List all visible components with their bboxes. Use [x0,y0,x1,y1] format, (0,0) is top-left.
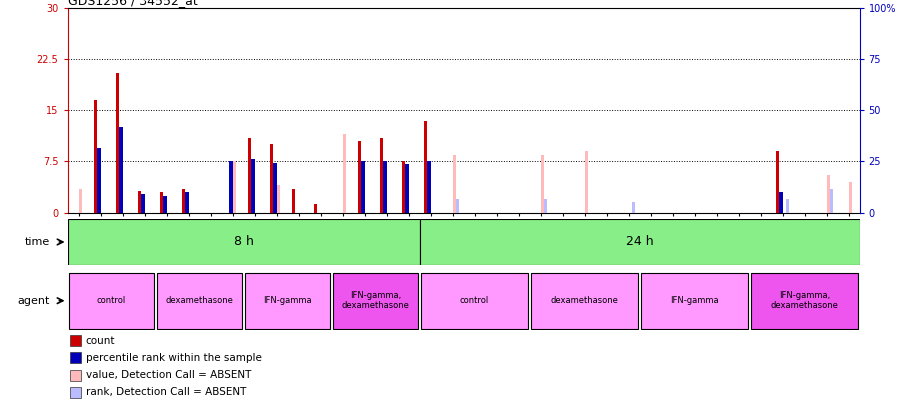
Bar [419,219,860,265]
Bar [70,352,81,363]
Bar [776,151,779,213]
Text: dexamethasone: dexamethasone [551,296,618,305]
Text: IFN-gamma: IFN-gamma [670,296,719,305]
Bar [70,370,81,381]
Bar [786,199,789,213]
Bar [779,192,782,213]
Text: 24 h: 24 h [626,235,653,249]
Text: control: control [460,296,489,305]
Bar [245,273,330,329]
Bar [383,162,386,213]
Bar [274,163,276,213]
Bar [751,273,859,329]
Text: rank, Detection Call = ABSENT: rank, Detection Call = ABSENT [86,387,246,397]
Text: control: control [97,296,126,305]
Text: count: count [86,336,115,346]
Bar [424,121,428,213]
Bar [251,160,255,213]
Bar [78,189,82,213]
Text: 8 h: 8 h [234,235,254,249]
Text: IFN-gamma,
dexamethasone: IFN-gamma, dexamethasone [342,291,410,310]
Bar [531,273,638,329]
Bar [182,189,185,213]
Bar [544,199,547,213]
Bar [343,134,346,213]
Bar [116,73,119,213]
Text: IFN-gamma,
dexamethasone: IFN-gamma, dexamethasone [770,291,839,310]
Bar [160,192,163,213]
Text: value, Detection Call = ABSENT: value, Detection Call = ABSENT [86,370,251,380]
Bar [70,335,81,346]
Text: GDS1256 / 34552_at: GDS1256 / 34552_at [68,0,197,7]
Bar [584,151,588,213]
Bar [68,273,155,329]
Bar [830,189,833,213]
Bar [402,162,405,213]
Bar [141,194,145,213]
Bar [94,100,97,213]
Bar [138,191,141,213]
Bar [68,219,419,265]
Bar [230,162,232,213]
Text: dexamethasone: dexamethasone [166,296,233,305]
Text: agent: agent [17,296,50,306]
Bar [455,199,459,213]
Bar [405,164,409,213]
Bar [185,192,188,213]
Bar [641,273,749,329]
Bar [361,162,365,213]
Text: percentile rank within the sample: percentile rank within the sample [86,353,261,363]
Bar [248,138,251,213]
Bar [270,145,274,213]
Bar [453,155,455,213]
Bar [157,273,242,329]
Bar [420,273,528,329]
Bar [163,196,166,213]
Bar [428,162,430,213]
Bar [632,202,635,213]
Text: time: time [24,237,50,247]
Bar [380,138,383,213]
Bar [333,273,418,329]
Bar [314,205,317,213]
Bar [119,128,122,213]
Bar [826,175,830,213]
Text: IFN-gamma: IFN-gamma [263,296,311,305]
Bar [292,189,295,213]
Bar [541,155,544,213]
Bar [232,162,236,213]
Bar [849,182,851,213]
Bar [276,185,280,213]
Bar [358,141,361,213]
Bar [70,387,81,398]
Bar [97,148,101,213]
